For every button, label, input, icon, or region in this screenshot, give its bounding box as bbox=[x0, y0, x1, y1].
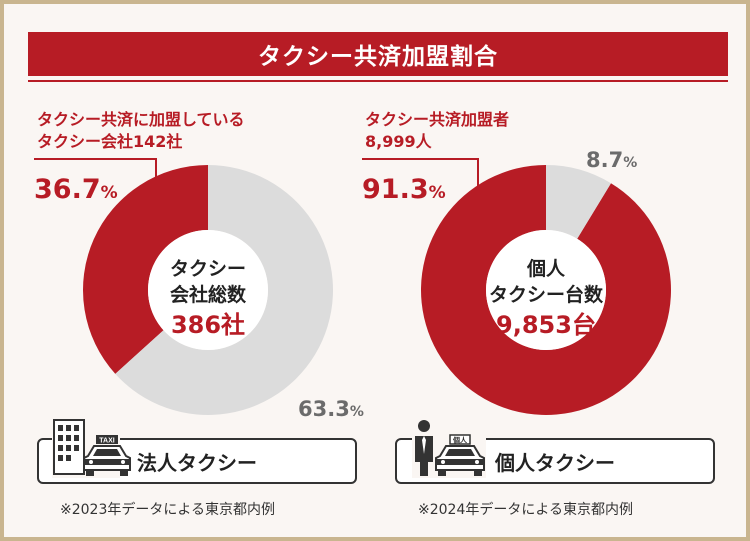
left-red-slice-label: 36.7% bbox=[34, 174, 118, 205]
taxi-roof-sign-text: TAXI bbox=[99, 438, 114, 445]
right-red-slice-label: 91.3% bbox=[362, 174, 446, 205]
right-center-value: 9,853台 bbox=[496, 311, 596, 339]
left-donut-center: タクシー 会社総数 386社 bbox=[148, 256, 268, 342]
charts-canvas bbox=[34, 158, 671, 416]
right-donut-chart bbox=[421, 165, 671, 416]
right-gray-percent: 8.7 bbox=[586, 148, 624, 172]
title-underline bbox=[28, 80, 728, 82]
private-taxi-roof-sign-text: 個人 bbox=[452, 436, 468, 445]
member-slice bbox=[421, 165, 671, 416]
office-building-taxi-icon: TAXI bbox=[52, 418, 131, 478]
private-taxi-label: 個人タクシー bbox=[495, 450, 615, 475]
private-taxi-roof-sign bbox=[449, 434, 471, 445]
left-gray-percent-unit: % bbox=[349, 404, 364, 420]
left-donut-chart bbox=[83, 165, 334, 416]
donut-hole bbox=[486, 230, 606, 350]
left-red-percent-unit: % bbox=[100, 183, 118, 203]
right-annotation-line-1: タクシー共済加盟者 bbox=[365, 110, 510, 129]
left-annotation: タクシー共済に加盟している タクシー会社142社 bbox=[37, 109, 245, 153]
non-member-slice bbox=[546, 165, 611, 239]
left-gray-percent: 63.3 bbox=[298, 397, 350, 421]
page-title: タクシー共済加盟割合 bbox=[28, 32, 728, 76]
left-center-line-1: タクシー bbox=[169, 258, 246, 280]
left-leader-line bbox=[34, 158, 157, 190]
member-slice bbox=[83, 165, 208, 374]
taxi-roof-sign bbox=[96, 435, 118, 444]
left-red-percent: 36.7 bbox=[34, 174, 101, 205]
left-footnote: ※2023年データによる東京都内例 bbox=[60, 502, 275, 518]
non-member-slice bbox=[115, 165, 334, 416]
left-center-line-2: 会社総数 bbox=[169, 284, 246, 306]
left-gray-slice-label: 63.3% bbox=[298, 397, 364, 421]
right-annotation-line-2: 8,999人 bbox=[365, 132, 432, 151]
donut-hole bbox=[148, 230, 268, 350]
right-annotation: タクシー共済加盟者 8,999人 bbox=[365, 109, 509, 153]
left-center-value: 386社 bbox=[170, 311, 246, 339]
left-annotation-line-1: タクシー共済に加盟している bbox=[37, 110, 245, 129]
left-annotation-line-2: タクシー会社142社 bbox=[37, 132, 183, 151]
infographic-frame: タクシー共済加盟割合 タクシー共済に加盟している タクシー会社142社 36.7… bbox=[4, 4, 746, 537]
right-donut-center: 個人 タクシー台数 9,853台 bbox=[476, 256, 616, 342]
driver-taxi-icon: 個人 bbox=[412, 418, 486, 478]
right-gray-slice-label: 8.7% bbox=[586, 148, 637, 172]
right-center-line-1: 個人 bbox=[526, 258, 565, 280]
right-red-percent-unit: % bbox=[428, 183, 446, 203]
right-red-percent: 91.3 bbox=[362, 174, 429, 205]
corporate-taxi-label: 法人タクシー bbox=[137, 450, 257, 475]
right-center-line-2: タクシー台数 bbox=[488, 284, 603, 306]
right-leader-line bbox=[362, 158, 479, 190]
right-footnote: ※2024年データによる東京都内例 bbox=[418, 502, 633, 518]
right-gray-percent-unit: % bbox=[623, 155, 638, 171]
